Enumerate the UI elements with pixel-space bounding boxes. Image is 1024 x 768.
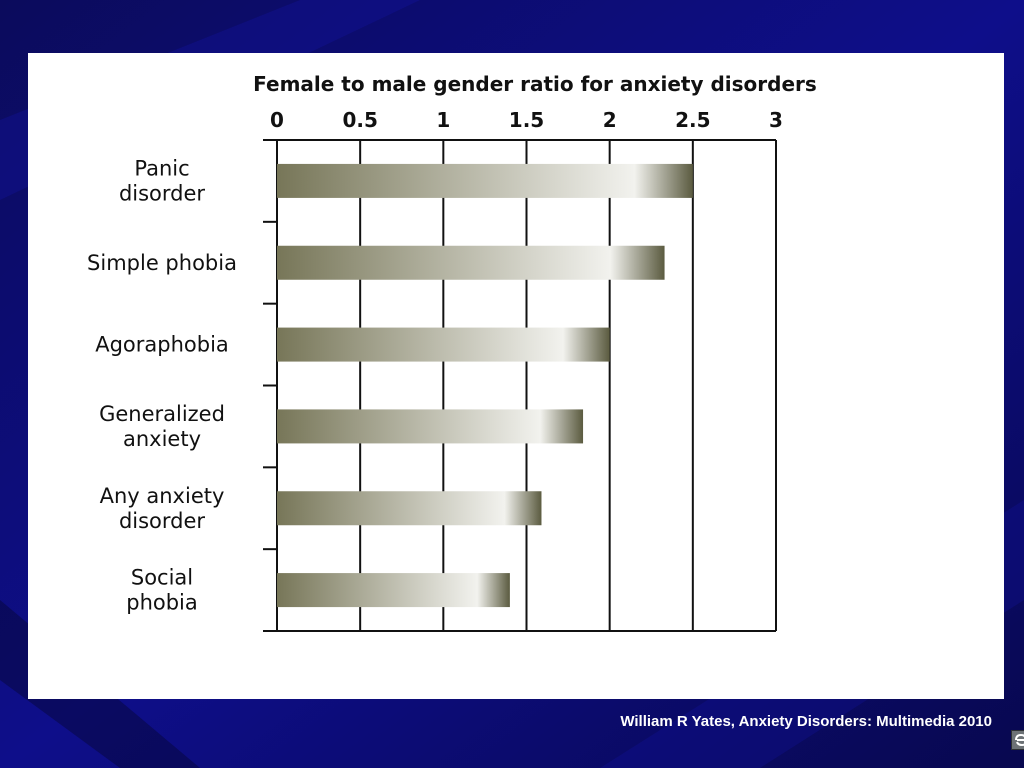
- x-tick-label: 0.5: [342, 108, 377, 132]
- category-label: disorder: [119, 181, 205, 205]
- bar: [277, 409, 584, 444]
- bar: [277, 327, 610, 362]
- category-label: Any anxiety: [100, 484, 225, 508]
- category-label: phobia: [126, 591, 198, 615]
- bars: [277, 163, 693, 608]
- bar: [277, 163, 693, 198]
- chart-title: Female to male gender ratio for anxiety …: [253, 72, 817, 96]
- chart-panel: Female to male gender ratio for anxiety …: [28, 53, 1024, 750]
- footer-credit: William R Yates, Anxiety Disorders: Mult…: [620, 713, 992, 730]
- gridlines: [263, 139, 777, 632]
- x-tick-label: 0: [270, 108, 284, 132]
- category-label: Simple phobia: [87, 251, 237, 275]
- bar-chart: Female to male gender ratio for anxiety …: [87, 72, 817, 632]
- x-tick-label: 1: [436, 108, 450, 132]
- x-axis-ticks: 0 0.5 1 1.5 2 2.5 3: [270, 108, 783, 132]
- bar: [277, 573, 510, 608]
- x-tick-label: 1.5: [509, 108, 544, 132]
- category-label: Generalized: [99, 402, 225, 426]
- category-label: disorder: [119, 509, 205, 533]
- category-label: Agoraphobia: [95, 333, 229, 357]
- category-label: Panic: [134, 156, 189, 180]
- publisher-logo-icon: [1011, 730, 1024, 750]
- bar: [277, 491, 542, 526]
- bar: [277, 245, 665, 280]
- category-label: Social: [131, 566, 193, 590]
- x-tick-label: 2.5: [675, 108, 710, 132]
- x-tick-label: 2: [603, 108, 617, 132]
- category-label: anxiety: [123, 427, 201, 451]
- x-tick-label: 3: [769, 108, 783, 132]
